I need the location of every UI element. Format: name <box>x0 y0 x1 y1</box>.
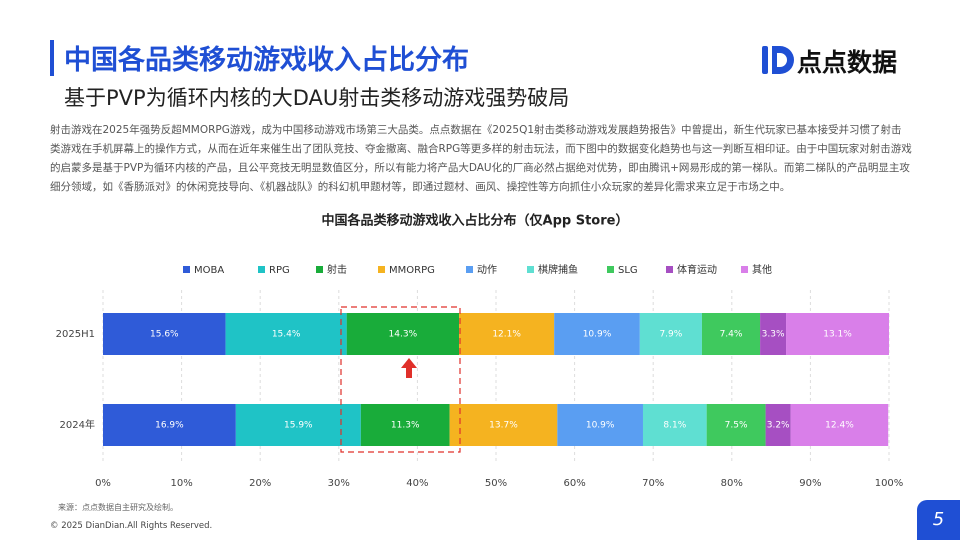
legend-swatch <box>316 266 323 273</box>
bar-segment <box>235 404 361 446</box>
legend-swatch <box>183 266 190 273</box>
bar-segment <box>557 404 643 446</box>
value-label: 12.4% <box>825 421 854 431</box>
legend-label: MOBA <box>194 265 224 276</box>
chart: 中国各品类移动游戏收入占比分布（仅App Store） 0% 10% 20% 30% 4… <box>56 213 904 490</box>
value-label: 13.7% <box>489 421 518 431</box>
legend-swatch <box>258 266 265 273</box>
legend-swatch <box>527 266 534 273</box>
y-tick-label: 2025H1 <box>56 329 95 340</box>
value-label: 7.5% <box>725 421 748 431</box>
legend-label: 棋牌捕鱼 <box>538 263 578 276</box>
legend-swatch <box>666 266 673 273</box>
legend-swatch <box>378 266 385 273</box>
bar-segment <box>701 313 761 355</box>
value-label: 15.4% <box>272 330 301 340</box>
x-tick-label: 90% <box>799 478 821 489</box>
x-tick-label: 40% <box>406 478 428 489</box>
value-label: 14.3% <box>389 330 418 340</box>
chart-title: 中国各品类移动游戏收入占比分布（仅App Store） <box>322 213 629 229</box>
value-label: 7.4% <box>720 330 743 340</box>
x-tick-label: 20% <box>249 478 271 489</box>
bar-segment <box>765 404 791 446</box>
bar-segment <box>639 313 702 355</box>
legend-swatch <box>466 266 473 273</box>
bar-segment <box>786 313 889 355</box>
legend-label: 体育运动 <box>677 263 717 276</box>
paragraph: 射击游戏在2025年强势反超MMORPG游戏，成为中国移动游戏市场第三大品类。点… <box>50 124 912 193</box>
legend-swatch <box>607 266 614 273</box>
copyright: © 2025 DianDian.All Rights Reserved. <box>50 521 213 531</box>
y-tick-label: 2024年 <box>60 418 95 431</box>
value-label: 3.3% <box>762 330 785 340</box>
bar-segment <box>706 404 766 446</box>
logo-icon <box>762 46 794 74</box>
bar-segment <box>103 404 236 446</box>
value-label: 3.2% <box>767 421 790 431</box>
accent-bar <box>50 40 54 76</box>
logo-text: 点点数据 <box>797 48 898 77</box>
x-tick-label: 70% <box>642 478 664 489</box>
value-label: 10.9% <box>586 421 615 431</box>
legend-label: 射击 <box>327 264 347 276</box>
bar-segment <box>103 313 226 355</box>
legend-swatch <box>741 266 748 273</box>
value-label: 10.9% <box>583 330 612 340</box>
x-tick-label: 100% <box>875 478 904 489</box>
bar-segment <box>554 313 640 355</box>
bar-segment <box>225 313 347 355</box>
legend-label: 动作 <box>477 264 497 276</box>
value-label: 8.1% <box>663 421 686 431</box>
x-tick-label: 60% <box>563 478 585 489</box>
legend-label: MMORPG <box>389 265 435 276</box>
value-label: 11.3% <box>391 421 420 431</box>
bar-segment <box>760 313 787 355</box>
value-label: 15.9% <box>284 421 313 431</box>
bar-segment <box>459 313 555 355</box>
up-arrow <box>401 358 417 378</box>
bar-segment <box>790 404 889 446</box>
value-label: 7.9% <box>659 330 682 340</box>
x-tick-label: 10% <box>170 478 192 489</box>
bar-segment <box>449 404 558 446</box>
x-tick-label: 30% <box>328 478 350 489</box>
title: 中国各品类移动游戏收入占比分布 <box>64 45 469 76</box>
value-label: 16.9% <box>155 421 184 431</box>
x-tick-label: 0% <box>95 478 111 489</box>
legend-label: SLG <box>618 265 638 276</box>
bar-segment <box>346 313 460 355</box>
source: 来源：点点数据自主研究及绘制。 <box>58 503 178 512</box>
page-number: 5 <box>917 500 960 540</box>
legend-label: 其他 <box>752 263 772 276</box>
subtitle: 基于PVP为循环内核的大DAU射击类移动游戏强势破局 <box>64 86 570 110</box>
bar-segment <box>642 404 707 446</box>
legend-label: RPG <box>269 265 290 276</box>
x-tick-label: 50% <box>485 478 507 489</box>
highlight-box <box>340 306 461 453</box>
value-label: 15.6% <box>150 330 179 340</box>
value-label: 12.1% <box>492 330 521 340</box>
bar-segment <box>360 404 450 446</box>
value-label: 13.1% <box>823 330 852 340</box>
x-tick-label: 80% <box>721 478 743 489</box>
